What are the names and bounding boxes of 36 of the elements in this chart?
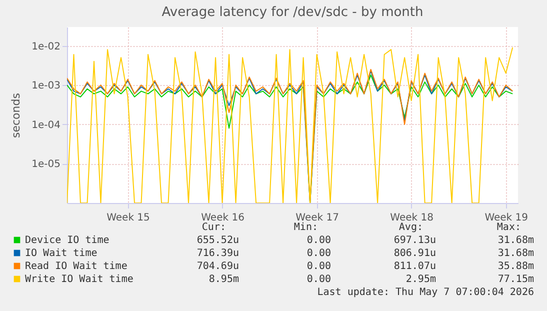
y-tick-label: 1e-04	[32, 120, 60, 131]
text: 0.00	[306, 274, 331, 285]
text: Max:	[496, 222, 521, 233]
x-tick-label: Week 19	[484, 212, 528, 224]
text: Min:	[294, 222, 318, 233]
x-tick-label: Week 18	[390, 212, 434, 224]
text: 31.68m	[498, 248, 534, 259]
text: 35.88m	[498, 261, 534, 272]
text: 77.15m	[498, 274, 534, 285]
text: 8.95m	[208, 274, 239, 285]
text: 697.13u	[394, 235, 436, 246]
text: 811.07u	[394, 261, 436, 272]
y-tick-label: 1e-03	[32, 80, 60, 92]
text: Last update: Thu May 7 07:00:04 2026	[317, 287, 534, 298]
x-tick-label: Week 15	[106, 212, 150, 224]
legend-label: IO Wait time	[25, 248, 98, 259]
text: 31.68m	[498, 235, 534, 246]
text: 655.52u	[196, 235, 239, 246]
legend-label: Read IO Wait time	[25, 261, 128, 272]
text: 0.00	[306, 248, 331, 259]
text: Avg:	[398, 222, 423, 233]
y-tick-label: 1e-05	[32, 159, 60, 170]
text: 0.00	[306, 235, 331, 246]
legend-label: Write IO Wait time	[25, 274, 134, 285]
text: Cur:	[202, 222, 226, 233]
legend-label: Device IO time	[25, 235, 110, 246]
y-tick-label: 1e-02	[32, 41, 60, 52]
x-tick-label: Week 16	[201, 212, 244, 224]
text: 806.91u	[394, 248, 436, 259]
y-axis-title: seconds	[10, 92, 23, 138]
text: 2.95m	[406, 274, 436, 285]
x-tick-label: Week 17	[296, 212, 339, 224]
chart-title: Average latency for /dev/sdc - by month	[162, 5, 424, 20]
text: 0.00	[306, 261, 331, 272]
text: 716.39u	[196, 248, 239, 259]
text: 704.69u	[196, 261, 239, 272]
